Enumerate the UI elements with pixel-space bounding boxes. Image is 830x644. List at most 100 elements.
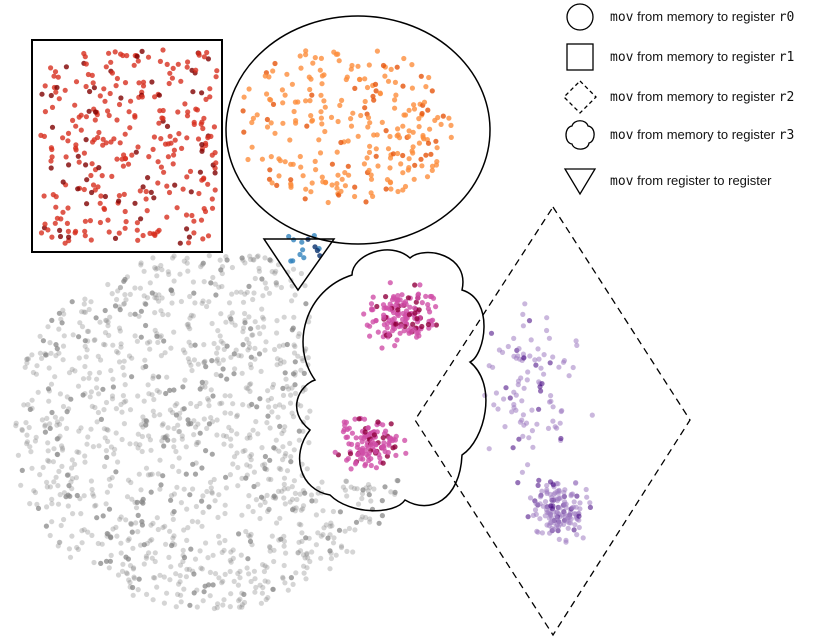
background-point — [42, 429, 49, 435]
background-point — [113, 430, 119, 436]
point-r1 — [180, 186, 186, 192]
background-point — [287, 400, 294, 406]
point-r1 — [39, 91, 45, 97]
background-point — [171, 278, 177, 284]
background-point — [242, 310, 248, 317]
background-point — [313, 542, 319, 548]
background-point — [281, 475, 288, 481]
point-r1 — [78, 112, 84, 118]
background-point — [121, 278, 127, 284]
background-point — [285, 486, 291, 492]
background-point — [306, 319, 312, 325]
background-point — [24, 356, 30, 362]
background-point — [191, 432, 197, 438]
point-r2 — [521, 385, 527, 391]
background-point — [159, 422, 165, 428]
point-r0 — [401, 112, 407, 118]
point-r3 — [413, 299, 419, 305]
point-r0 — [416, 124, 422, 130]
point-r1 — [209, 205, 216, 211]
background-point — [182, 350, 188, 356]
background-point — [248, 354, 254, 360]
background-point — [45, 440, 51, 446]
background-point — [296, 331, 302, 337]
background-point — [82, 453, 88, 459]
background-point — [118, 344, 124, 350]
background-point — [358, 517, 364, 523]
background-point — [250, 427, 256, 433]
background-point — [59, 443, 65, 449]
point-r3 — [386, 318, 392, 324]
point-reg — [291, 237, 297, 243]
background-point — [255, 481, 261, 487]
background-point — [188, 421, 194, 427]
background-point — [121, 421, 127, 427]
background-point — [325, 535, 331, 541]
background-point — [298, 522, 304, 528]
background-point — [228, 354, 234, 360]
point-r1 — [150, 146, 156, 152]
background-point — [238, 552, 244, 558]
background-point — [290, 507, 296, 513]
point-r1 — [116, 193, 122, 199]
background-point — [103, 501, 109, 507]
background-point — [234, 450, 240, 456]
point-r3 — [433, 322, 439, 328]
point-r0 — [266, 176, 273, 182]
background-point — [239, 604, 245, 610]
background-point — [33, 434, 39, 440]
background-point — [132, 311, 138, 317]
point-r1 — [84, 177, 90, 183]
background-point — [161, 574, 167, 580]
background-point — [368, 498, 374, 504]
point-r1 — [146, 154, 152, 160]
point-r2 — [526, 318, 533, 324]
point-r0 — [344, 74, 350, 80]
background-point — [280, 385, 286, 391]
point-r2 — [520, 311, 526, 317]
background-point — [19, 467, 25, 473]
background-point — [240, 342, 246, 348]
background-point — [89, 486, 95, 493]
background-point — [275, 488, 282, 494]
point-r2 — [526, 435, 532, 441]
background-point — [208, 280, 214, 286]
background-point — [47, 425, 53, 431]
background-point — [295, 333, 301, 339]
point-r0 — [395, 126, 401, 132]
background-point — [272, 446, 278, 452]
point-r1 — [105, 108, 111, 114]
point-r1 — [126, 109, 132, 115]
background-point — [244, 462, 250, 468]
background-point — [206, 504, 212, 510]
point-r0 — [321, 98, 327, 104]
background-point — [284, 341, 290, 348]
point-r2 — [538, 388, 544, 394]
background-point — [44, 484, 50, 490]
background-point — [240, 402, 246, 408]
background-point — [207, 593, 213, 599]
background-point — [265, 508, 271, 514]
background-point — [171, 509, 177, 515]
point-r2 — [536, 477, 542, 483]
background-point — [257, 502, 263, 508]
point-r0 — [392, 105, 398, 111]
background-point — [149, 471, 155, 477]
background-point — [194, 587, 200, 593]
background-point — [211, 476, 217, 483]
point-r1 — [82, 228, 88, 234]
point-r1 — [60, 179, 66, 185]
background-point — [235, 570, 241, 577]
point-r1 — [72, 102, 78, 108]
background-point — [306, 440, 312, 446]
background-point — [193, 441, 199, 448]
point-r3 — [415, 295, 421, 301]
background-point — [187, 326, 193, 332]
background-point — [255, 324, 261, 330]
background-point — [185, 321, 191, 327]
point-r3 — [414, 334, 420, 340]
background-point — [162, 523, 168, 529]
background-point — [367, 484, 373, 490]
background-point — [131, 575, 137, 581]
background-point — [260, 314, 266, 320]
